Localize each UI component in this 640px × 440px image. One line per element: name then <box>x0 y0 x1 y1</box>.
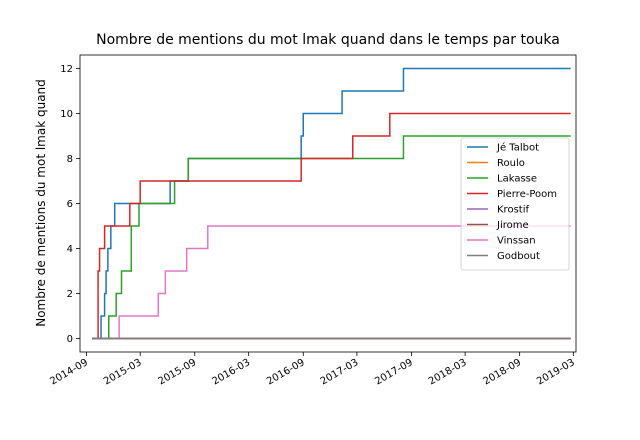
x-tick-label: 2015-03 <box>102 357 144 387</box>
legend-label: Lakasse <box>497 174 537 185</box>
x-tick-label: 2014-09 <box>48 357 90 387</box>
x-tick-label: 2018-03 <box>427 357 469 387</box>
legend: Jé Talbot Roulo Lakasse Pierre-Poom Krostif J… <box>460 137 570 271</box>
y-tick-label: 8 <box>67 154 73 165</box>
y-tick-label: 0 <box>67 334 73 345</box>
y-tick-label: 12 <box>60 64 73 75</box>
legend-label: Krostif <box>497 205 529 216</box>
series-line-2 <box>92 135 571 340</box>
y-tick-label: 10 <box>60 109 73 120</box>
legend-label: Roulo <box>497 158 525 169</box>
y-axis-title: Nombre de mentions du mot lmak quand <box>34 79 48 327</box>
legend-label: Vinssan <box>497 236 536 247</box>
legend-label: Jé Talbot <box>496 142 539 154</box>
y-tick-label: 6 <box>67 199 73 210</box>
x-tick-label: 2018-09 <box>481 357 523 387</box>
x-tick-label: 2016-09 <box>265 357 307 387</box>
legend-box <box>460 137 570 271</box>
legend-label: Godbout <box>497 251 540 262</box>
x-tick-label: 2017-09 <box>373 357 415 387</box>
series-line-3 <box>92 112 571 340</box>
y-tick-label: 2 <box>67 289 73 300</box>
x-tick-label: 2017-03 <box>319 357 361 387</box>
legend-label: Jirome <box>496 220 529 231</box>
x-tick-label: 2015-09 <box>157 357 199 387</box>
x-tick-label: 2019-03 <box>535 357 577 387</box>
x-tick-label: 2016-03 <box>210 357 252 387</box>
chart-title: Nombre de mentions du mot lmak quand dan… <box>96 32 560 48</box>
series-line-6 <box>117 225 571 340</box>
legend-label: Pierre-Poom <box>497 189 557 200</box>
y-tick-label: 4 <box>67 244 73 255</box>
plot-area <box>92 67 571 340</box>
